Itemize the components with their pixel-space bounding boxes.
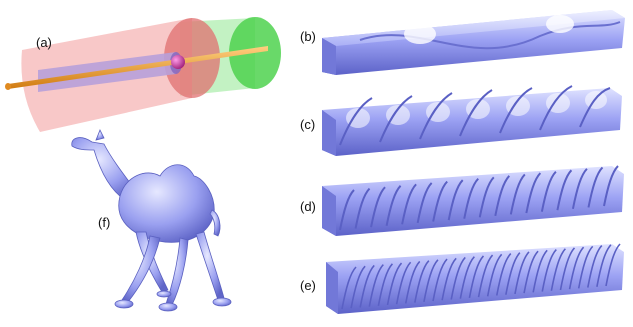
panel-label-f: (f) [98, 215, 111, 230]
twist-stroke [523, 250, 539, 294]
panel-b-illustration [322, 10, 625, 75]
green-cylinder-cap [229, 17, 281, 89]
twist-stroke [370, 186, 386, 228]
twist-stroke [495, 252, 512, 296]
panel-d-illustration [322, 165, 624, 236]
panel-label-d: (d) [300, 199, 316, 214]
twist-stroke [377, 263, 394, 306]
twist-stroke [596, 244, 612, 287]
twist-stroke [423, 259, 439, 303]
panel-label-c: (c) [300, 117, 316, 132]
twist-stroke [359, 264, 375, 308]
twist-stroke [414, 260, 430, 303]
twist-stroke [559, 247, 576, 291]
twist-stroke [386, 262, 403, 306]
twist-stroke [401, 183, 417, 225]
panel-label-b: (b) [300, 29, 316, 44]
twist-stroke [568, 246, 585, 290]
twist-stroke [540, 170, 557, 212]
twist-stroke [459, 256, 475, 299]
twist-stroke [556, 169, 573, 211]
twist-stroke [432, 180, 448, 222]
panel-e-illustration [326, 243, 624, 314]
twist-stroke [341, 266, 357, 310]
twist-stroke [447, 179, 464, 221]
twist-stroke [505, 252, 521, 295]
joint-ball [171, 55, 185, 69]
twist-stroke [463, 177, 479, 219]
twist-stroke [395, 261, 412, 305]
twist-stroke [541, 249, 557, 292]
twist-stroke [385, 185, 402, 226]
panel-f-camel [71, 129, 232, 312]
twist-stroke [532, 249, 548, 293]
twist-stroke [514, 251, 530, 295]
twist-stroke [550, 248, 566, 291]
twist-stroke [603, 165, 619, 207]
twist-stroke [587, 245, 603, 288]
twist-stroke [441, 257, 457, 301]
twist-stroke [571, 168, 588, 210]
twist-stroke [477, 254, 494, 298]
axis-rod [8, 46, 268, 89]
twist-stroke [486, 253, 503, 297]
twist-stroke [368, 264, 384, 307]
twist-stroke [525, 172, 542, 214]
panel-label-a: (a) [36, 35, 52, 50]
twist-stroke [432, 258, 448, 302]
twist-stroke [416, 182, 433, 224]
twist-stroke [577, 245, 594, 289]
twist-stroke [354, 187, 371, 229]
twist-stroke [350, 265, 366, 309]
twist-stroke [404, 260, 421, 304]
twist-stroke [587, 166, 604, 208]
panel-a-illustration [5, 17, 281, 132]
twist-stroke [339, 189, 355, 231]
twist-stroke [494, 175, 511, 217]
panel-label-e: (e) [300, 278, 316, 293]
twist-stroke [605, 243, 621, 287]
twist-stroke [450, 256, 466, 300]
panel-c-illustration [322, 85, 622, 156]
twist-stroke [509, 173, 526, 215]
twist-stroke [478, 176, 495, 218]
twist-stroke [468, 255, 485, 299]
